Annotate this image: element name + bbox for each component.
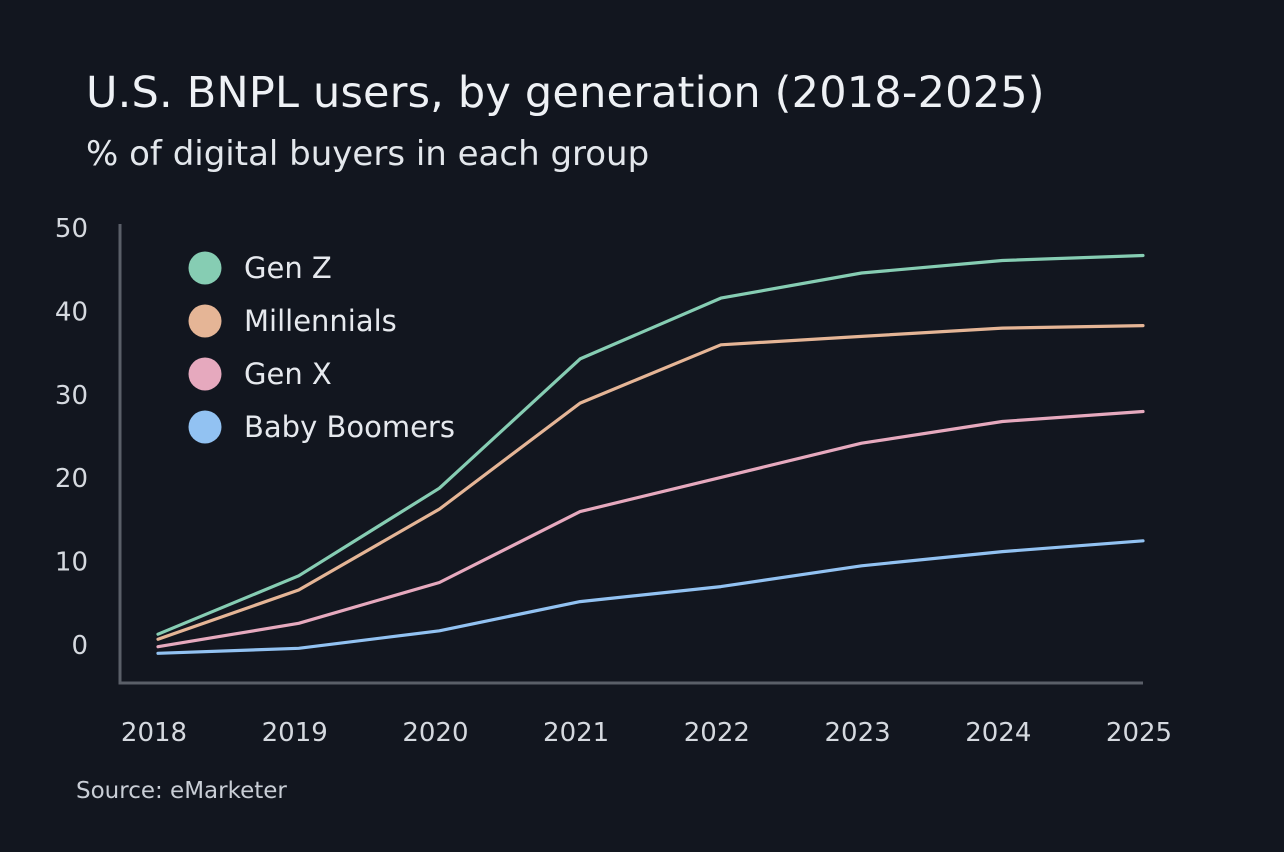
legend-marker-gen-x [188, 357, 222, 391]
series-line-millennials [156, 324, 1145, 641]
chart-legend: Gen Z Millennials Gen X Baby Boomers [188, 251, 455, 444]
y-tick-label: 40 [55, 297, 88, 327]
x-tick-label: 2022 [684, 718, 750, 748]
legend-marker-baby-boomers [188, 410, 222, 444]
x-tick-label: 2024 [965, 718, 1031, 748]
x-tick-label: 2018 [121, 718, 187, 748]
legend-label-gen-z: Gen Z [244, 251, 332, 285]
source-note: Source: eMarketer [76, 778, 287, 804]
chart-subtitle: % of digital buyers in each group [86, 134, 650, 174]
y-tick-label: 10 [55, 548, 88, 578]
chart-series [156, 253, 1145, 655]
x-tick-label: 2021 [543, 718, 609, 748]
legend-label-millennials: Millennials [244, 304, 397, 338]
x-axis-tick-labels: 2018 2019 2020 2021 2022 2023 2024 2025 [121, 718, 1172, 748]
chart-axes [118, 224, 1143, 685]
series-line-baby-boomers [156, 539, 1145, 655]
legend-label-baby-boomers: Baby Boomers [244, 410, 455, 444]
legend-label-gen-x: Gen X [244, 357, 332, 391]
x-tick-label: 2023 [824, 718, 890, 748]
y-tick-label: 20 [55, 464, 88, 494]
x-tick-label: 2019 [262, 718, 328, 748]
y-tick-label: 30 [55, 381, 88, 411]
y-axis-tick-labels: 0 10 20 30 40 50 [55, 214, 88, 661]
series-line-gen-z [156, 253, 1145, 636]
x-tick-label: 2025 [1106, 718, 1172, 748]
series-line-gen-x [156, 409, 1145, 649]
chart-title: U.S. BNPL users, by generation (2018-202… [86, 68, 1045, 118]
y-tick-label: 0 [71, 631, 88, 661]
legend-marker-gen-z [188, 251, 222, 285]
y-tick-label: 50 [55, 214, 88, 244]
legend-marker-millennials [188, 304, 222, 338]
x-tick-label: 2020 [402, 718, 468, 748]
